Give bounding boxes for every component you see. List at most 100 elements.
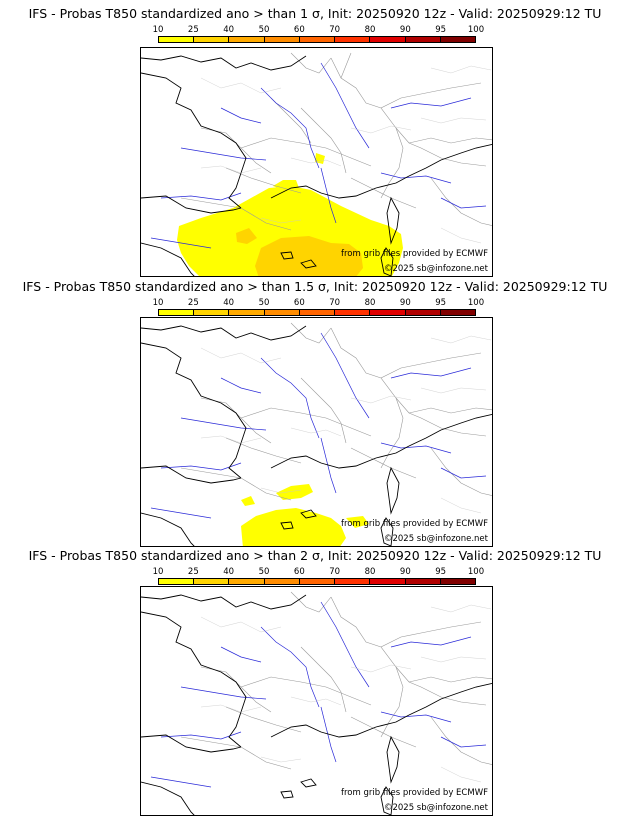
colorbar-swatches (158, 578, 476, 585)
country-borders (180, 322, 492, 501)
colorbar-swatch (370, 310, 406, 315)
colorbar-tick-label: 80 (364, 298, 376, 308)
colorbar-tick-label: 80 (364, 25, 376, 35)
colorbar-swatches (158, 36, 476, 43)
colorbar-tick-label: 70 (329, 298, 341, 308)
source-credit: from grib files provided by ECMWF (341, 788, 488, 798)
map-panel-1: IFS - Probas T850 standardized ano > tha… (0, 7, 630, 277)
prob-area-25 (236, 228, 363, 276)
colorbar-swatch (264, 310, 300, 315)
copyright-credit: ©2025 sb@infozone.net (383, 534, 488, 544)
map-canvas (141, 591, 492, 815)
colorbar-tick-label: 25 (187, 25, 199, 35)
colorbar-swatch (159, 579, 195, 584)
colorbar-swatch (194, 310, 230, 315)
country-borders (180, 591, 492, 770)
colorbar-swatch (299, 310, 336, 315)
map-canvas (141, 52, 492, 276)
prob-area-10 (241, 484, 369, 546)
europe-map: from grib files provided by ECMWF ©2025 … (140, 47, 493, 277)
colorbar-tick-label: 90 (399, 298, 411, 308)
colorbar-tick-label: 10 (152, 298, 164, 308)
rivers (150, 332, 487, 519)
colorbar-tick-label: 40 (223, 567, 235, 577)
colorbar-swatch (229, 310, 265, 315)
colorbar-tick-label: 70 (329, 567, 341, 577)
colorbar-tick-label: 50 (258, 298, 270, 308)
colorbar-tick-label: 25 (187, 567, 199, 577)
panel-title: IFS - Probas T850 standardized ano > tha… (22, 279, 608, 294)
colorbar-tick-label: 100 (467, 567, 485, 577)
colorbar-swatch (405, 310, 441, 315)
colorbar-tick-label: 50 (258, 567, 270, 577)
admin-lines (200, 335, 492, 514)
colorbar-tick-label: 90 (399, 25, 411, 35)
panel-title: IFS - Probas T850 standardized ano > tha… (28, 548, 602, 563)
source-credit: from grib files provided by ECMWF (341, 519, 488, 529)
colorbar-swatch (440, 579, 475, 584)
colorbar-tick-label: 60 (293, 567, 305, 577)
colorbar-swatch (229, 37, 265, 42)
colorbar-tick-labels: 10 25 40 50 60 70 80 90 95 100 (153, 25, 485, 35)
colorbar-tick-label: 10 (152, 25, 164, 35)
colorbar-swatch (264, 37, 300, 42)
colorbar-swatch (370, 37, 406, 42)
coastlines (141, 325, 492, 546)
colorbar-swatch (405, 37, 441, 42)
colorbar-swatch (264, 579, 300, 584)
rivers (150, 62, 487, 249)
colorbar-swatch (440, 37, 475, 42)
colorbar-swatch (159, 310, 195, 315)
colorbar-swatch (440, 310, 475, 315)
colorbar-tick-labels: 10 25 40 50 60 70 80 90 95 100 (153, 567, 485, 577)
colorbar-swatch (370, 579, 406, 584)
colorbar-tick-label: 100 (467, 25, 485, 35)
colorbar-tick-label: 50 (258, 25, 270, 35)
colorbar-swatch (335, 310, 371, 315)
colorbar-tick-label: 40 (223, 298, 235, 308)
colorbar-tick-label: 60 (293, 25, 305, 35)
colorbar-tick-label: 40 (223, 25, 235, 35)
country-borders (180, 52, 492, 231)
colorbar-swatches (158, 309, 476, 316)
map-canvas (141, 322, 492, 546)
colorbar-swatch (299, 37, 336, 42)
colorbar-tick-label: 100 (467, 298, 485, 308)
rivers (150, 601, 487, 788)
coastlines (141, 55, 492, 276)
colorbar-tick-labels: 10 25 40 50 60 70 80 90 95 100 (153, 298, 485, 308)
colorbar-swatch (405, 579, 441, 584)
colorbar-tick-label: 80 (364, 567, 376, 577)
panel-title: IFS - Probas T850 standardized ano > tha… (28, 6, 602, 21)
colorbar-tick-label: 70 (329, 25, 341, 35)
probability-colorbar: 10 25 40 50 60 70 80 90 95 100 (153, 298, 485, 317)
colorbar-tick-label: 95 (435, 25, 447, 35)
colorbar-tick-label: 60 (293, 298, 305, 308)
coastlines (141, 594, 492, 815)
copyright-credit: ©2025 sb@infozone.net (383, 264, 488, 274)
probability-colorbar: 10 25 40 50 60 70 80 90 95 100 (153, 25, 485, 44)
map-panel-2: IFS - Probas T850 standardized ano > tha… (0, 280, 630, 550)
probability-colorbar: 10 25 40 50 60 70 80 90 95 100 (153, 567, 485, 586)
colorbar-swatch (229, 579, 265, 584)
europe-map: from grib files provided by ECMWF ©2025 … (140, 586, 493, 816)
colorbar-swatch (299, 579, 336, 584)
colorbar-tick-label: 25 (187, 298, 199, 308)
colorbar-swatch (335, 37, 371, 42)
source-credit: from grib files provided by ECMWF (341, 249, 488, 259)
probability-shading (241, 484, 369, 546)
colorbar-swatch (194, 579, 230, 584)
europe-map: from grib files provided by ECMWF ©2025 … (140, 317, 493, 547)
colorbar-tick-label: 10 (152, 567, 164, 577)
map-panel-3: IFS - Probas T850 standardized ano > tha… (0, 549, 630, 819)
colorbar-tick-label: 95 (435, 567, 447, 577)
copyright-credit: ©2025 sb@infozone.net (383, 803, 488, 813)
colorbar-tick-label: 90 (399, 567, 411, 577)
colorbar-tick-label: 95 (435, 298, 447, 308)
colorbar-swatch (159, 37, 195, 42)
colorbar-swatch (335, 579, 371, 584)
probability-shading (177, 153, 403, 276)
admin-lines (200, 604, 492, 783)
colorbar-swatch (194, 37, 230, 42)
admin-lines (200, 65, 492, 244)
